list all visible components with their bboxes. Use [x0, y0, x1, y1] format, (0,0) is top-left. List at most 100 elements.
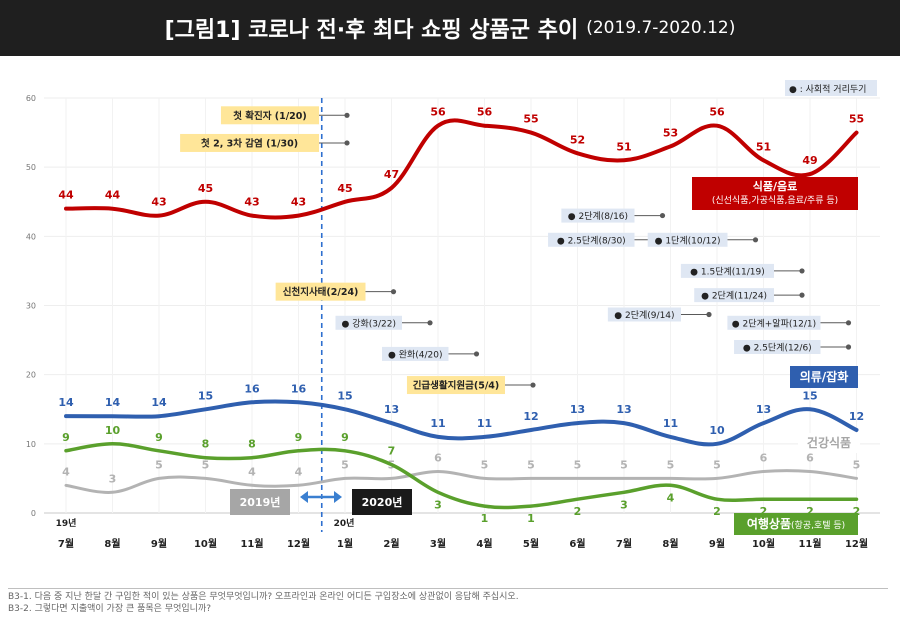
data-label: 9: [155, 431, 163, 444]
data-label: 3: [620, 498, 628, 511]
annotation-dot: [799, 292, 805, 298]
survey-notes: B3-1. 다음 중 지난 한달 간 구입한 적이 있는 상품은 무엇무엇입니까…: [8, 588, 888, 615]
annotation-box: [406, 376, 505, 395]
data-label: 14: [151, 396, 167, 409]
data-label: 45: [198, 182, 213, 195]
period-box-2020: [352, 489, 412, 515]
data-label: 52: [570, 133, 585, 146]
note-line: B3-2. 그렇다면 지출액이 가장 큰 품목은 무엇입니까?: [8, 604, 211, 614]
data-label: 44: [58, 189, 74, 202]
annotation-box: [694, 288, 774, 303]
line-chart: 0 10 20 30 40 50 60 7월 8월 9월 10월 11월 12월 1월 2월 3월 4월 5월 6월…: [26, 80, 880, 550]
annotation-box: [727, 315, 821, 330]
title-bar: [그림1] 코로나 전·후 최다 쇼핑 상품군 추이 (2019.7-2020.…: [0, 0, 900, 56]
series-sublabel: (항공,호텔 등): [791, 519, 845, 531]
data-label: 5: [341, 458, 349, 471]
annotation-dot: [845, 344, 852, 350]
data-label: 51: [616, 140, 631, 153]
annotation-dot: [845, 320, 852, 326]
annotation-text: ● 2.5단계(8/30): [557, 234, 626, 246]
annotation-box: [680, 263, 774, 278]
x-tick-label: 2월: [383, 538, 399, 550]
annotation-text: ● 2단계(9/14): [614, 309, 674, 321]
period-arrowhead: [334, 491, 342, 503]
data-label: 55: [849, 113, 864, 126]
series-name: 여행상품(항공,호텔 등): [747, 516, 845, 531]
annotation-text: ● 2단계+알파(12/1): [732, 317, 816, 329]
x-tick-label: 9월: [151, 538, 167, 550]
annotation-text: ● 강화(3/22): [341, 318, 396, 329]
data-label: 4: [248, 465, 256, 478]
data-label: 3: [109, 472, 117, 485]
legend-note-box: [785, 80, 877, 96]
data-label: 11: [430, 417, 445, 430]
data-label: 5: [202, 458, 210, 471]
data-label: 14: [58, 396, 74, 409]
period-box-2019: [230, 489, 290, 515]
annotation-text: 긴급생활지원금(5/4): [413, 380, 500, 392]
annotation-dot: [390, 289, 397, 295]
x-tick-label: 7월: [58, 538, 74, 550]
data-label: 49: [802, 154, 817, 167]
annotation-box: [180, 133, 319, 152]
data-label: 2: [760, 505, 768, 518]
data-label: 7: [388, 445, 396, 458]
annotation-dot: [473, 351, 480, 357]
y-tick-label: 10: [26, 440, 36, 449]
x-tick-label: 10월: [194, 538, 217, 550]
x-tick-label: 5월: [523, 538, 539, 550]
annotation-text: ● 1.5단계(11/19): [690, 265, 765, 277]
data-label: 5: [155, 458, 163, 471]
y-tick-label: 0: [31, 509, 36, 518]
series-sublabel: (신선식품,가공식품,음료/주류 등): [712, 195, 838, 206]
data-label: 16: [291, 382, 307, 395]
data-label: 2: [806, 505, 814, 518]
series-name: 건강식품: [807, 435, 851, 450]
note-line: B3-1. 다음 중 지난 한달 간 구입한 적이 있는 상품은 무엇무엇입니까…: [8, 592, 519, 602]
data-label: 2: [853, 505, 861, 518]
data-label: 11: [663, 417, 678, 430]
data-label: 56: [477, 106, 493, 119]
annotation-text: ● 완화(4/20): [388, 349, 443, 360]
x-tick-label: 8월: [662, 538, 678, 550]
annotation-dot: [706, 311, 712, 318]
series-tag: [790, 366, 858, 388]
data-label: 11: [477, 417, 492, 430]
x-tick-label: 8월: [104, 538, 120, 550]
data-label: 5: [853, 458, 861, 471]
annotation-box: [647, 232, 728, 247]
annotation-box: [382, 346, 449, 361]
annotation-text: ● 2.5단계(12/6): [743, 342, 812, 354]
series-line: [64, 442, 859, 510]
annotation-dot: [530, 382, 536, 388]
annotation-box: [561, 208, 635, 223]
data-label: 5: [713, 458, 721, 471]
y-tick-label: 40: [26, 232, 36, 241]
data-label: 43: [244, 196, 259, 209]
data-label: 4: [295, 465, 303, 478]
data-label: 56: [709, 106, 725, 119]
data-label: 53: [663, 126, 678, 139]
data-label: 47: [384, 168, 399, 181]
data-label: 6: [760, 452, 768, 465]
chart-period: (2019.7-2020.12): [586, 18, 736, 38]
annotation-text: ● 2단계(8/16): [568, 210, 628, 222]
data-label: 1: [527, 512, 535, 525]
period-arrowhead: [300, 491, 308, 503]
data-label: 6: [434, 452, 442, 465]
series-tag: [692, 177, 858, 210]
legend-note: ● : 사회적 거리두기: [789, 83, 866, 95]
data-label: 44: [105, 189, 121, 202]
annotation-text: ● 2단계(11/24): [701, 290, 767, 302]
data-label: 55: [523, 113, 538, 126]
data-label: 43: [291, 196, 306, 209]
x-tick-label: 9월: [709, 538, 725, 550]
series-name-main: 여행상품: [747, 516, 791, 531]
y-tick-label: 60: [26, 94, 36, 103]
annotation-dot: [799, 268, 805, 274]
data-label: 4: [62, 465, 70, 478]
series-name: 의류/잡화: [800, 369, 849, 384]
data-label: 8: [248, 438, 256, 451]
annotation-box: [335, 315, 402, 330]
data-label: 3: [434, 498, 442, 511]
